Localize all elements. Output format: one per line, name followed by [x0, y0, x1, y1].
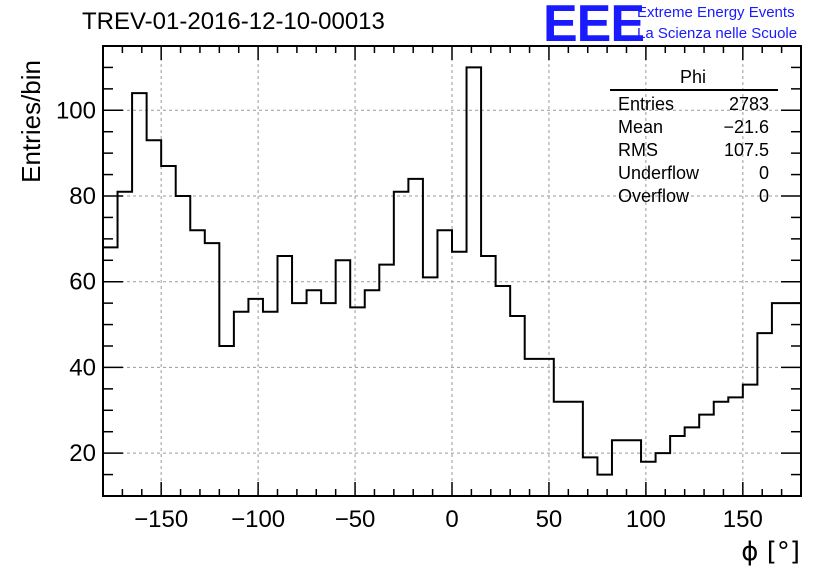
x-tick-label: −50 — [335, 506, 376, 533]
eee-logo: EEE — [543, 0, 645, 53]
y-tick-label: 80 — [69, 183, 96, 210]
y-tick-label: 100 — [56, 97, 96, 124]
stats-label: Underflow — [618, 163, 700, 183]
x-tick-label: 0 — [445, 506, 458, 533]
x-tick-label: −150 — [134, 506, 188, 533]
stats-title: Phi — [680, 67, 706, 87]
stats-label: Overflow — [618, 186, 690, 206]
stats-value: 0 — [759, 186, 769, 206]
stats-value: 2783 — [729, 94, 769, 114]
stats-label: RMS — [618, 140, 658, 160]
x-tick-label: −100 — [231, 506, 285, 533]
stats-label: Entries — [618, 94, 674, 114]
x-tick-label: 100 — [626, 506, 666, 533]
stats-value: 0 — [759, 163, 769, 183]
stats-value: 107.5 — [724, 140, 769, 160]
histogram-series-line — [103, 66, 802, 476]
x-tick-label: 150 — [723, 506, 763, 533]
y-tick-label: 40 — [69, 354, 96, 381]
stats-box: Phi Entries 2783 Mean −21.6 RMS 107.5 Underflo… — [610, 67, 778, 206]
y-tick-label: 20 — [69, 440, 96, 467]
stats-value: −21.6 — [723, 117, 769, 137]
logo-subtitle-line2: La Scienza nelle Scuole — [637, 25, 798, 42]
y-tick-label: 60 — [69, 269, 96, 296]
plot-title: TREV-01-2016-12-10-00013 — [82, 8, 385, 35]
x-tick-label: 50 — [536, 506, 563, 533]
x-axis-label: ϕ [°] — [741, 537, 800, 567]
y-axis-label: Entries/bin — [16, 60, 46, 183]
stats-label: Mean — [618, 117, 663, 137]
logo-subtitle-line1: Extreme Energy Events — [637, 4, 795, 21]
